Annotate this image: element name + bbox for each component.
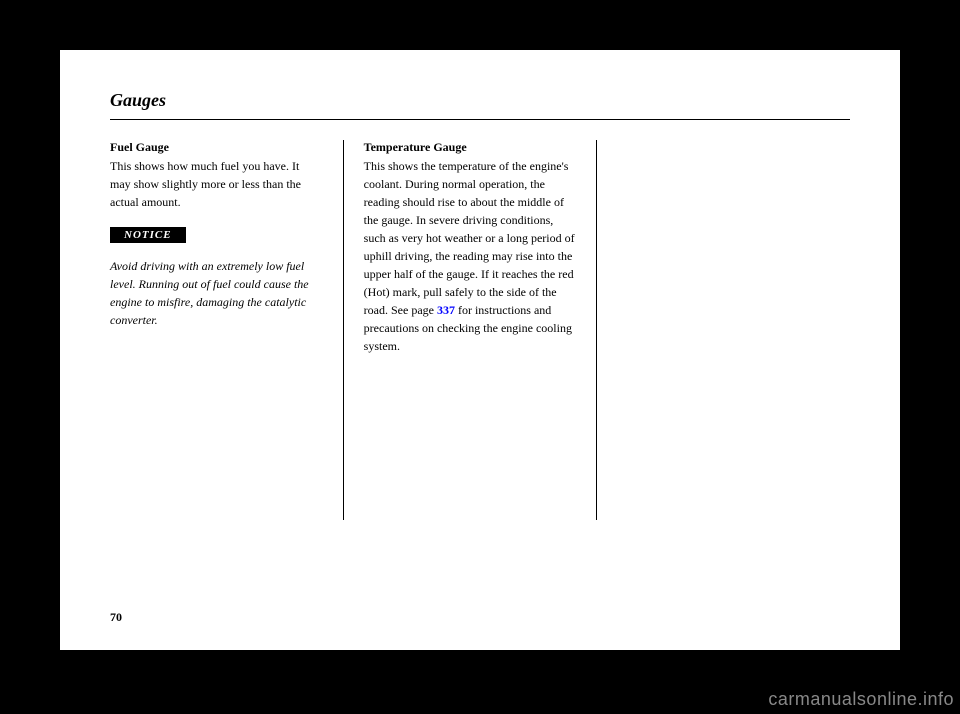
temp-para-before: This shows the temperature of the engine… [364, 159, 575, 317]
fuel-gauge-para1: This shows how much fuel you have. It ma… [110, 157, 323, 211]
temperature-gauge-para: This shows the temperature of the engine… [364, 157, 577, 355]
column-middle: Temperature Gauge This shows the tempera… [343, 140, 597, 520]
page-title: Gauges [110, 90, 850, 111]
column-left: Fuel Gauge This shows how much fuel you … [110, 140, 343, 520]
column-left-content: Fuel Gauge This shows how much fuel you … [110, 140, 323, 520]
temperature-gauge-heading: Temperature Gauge [364, 140, 577, 155]
page-number: 70 [110, 610, 122, 625]
header-divider [110, 119, 850, 120]
page-container: Gauges Fuel Gauge This shows how much fu… [60, 50, 900, 650]
page-reference-link[interactable]: 337 [437, 303, 455, 317]
watermark-text: carmanualsonline.info [768, 689, 954, 710]
content-columns: Fuel Gauge This shows how much fuel you … [110, 140, 850, 520]
column-right [596, 140, 850, 520]
column-right-content [617, 140, 830, 520]
fuel-gauge-notice-text: Avoid driving with an extremely low fuel… [110, 257, 323, 329]
notice-label: NOTICE [110, 227, 186, 243]
column-middle-content: Temperature Gauge This shows the tempera… [364, 140, 577, 520]
fuel-gauge-heading: Fuel Gauge [110, 140, 323, 155]
